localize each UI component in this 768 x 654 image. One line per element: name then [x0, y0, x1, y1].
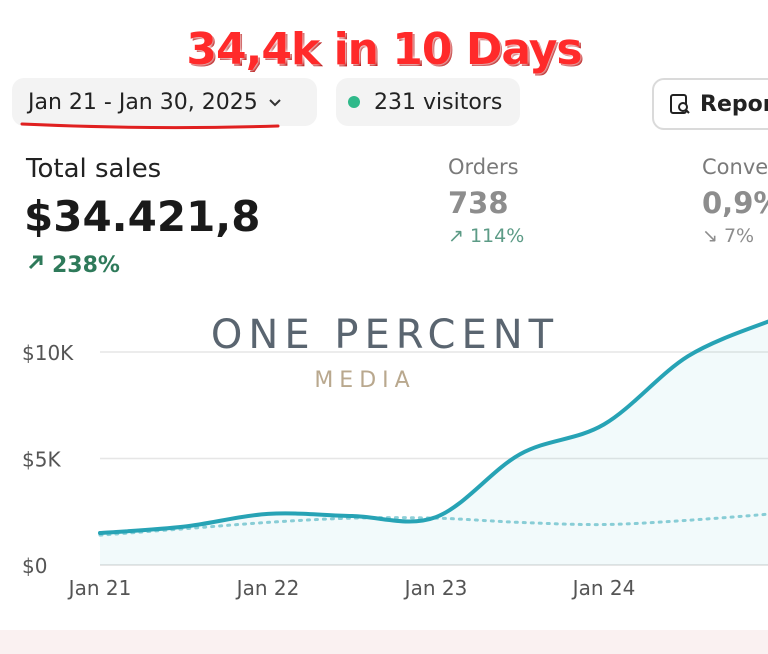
arrow-down-right-icon: ↘ — [702, 225, 718, 247]
arrow-up-right-icon — [26, 252, 46, 278]
y-tick-label: $5K — [22, 447, 61, 471]
conversion-change-value: 7% — [723, 225, 755, 247]
report-label: Report — [700, 91, 768, 117]
date-range-label: Jan 21 - Jan 30, 2025 — [28, 89, 258, 115]
sales-line-chart: $0 $5K $10K Jan 21 Jan 22 Jan 23 Jan 24 — [22, 319, 768, 600]
total-sales-value: $34.421,8 — [24, 192, 261, 241]
headline-overlay: 34,4k in 10 Days — [186, 24, 582, 75]
x-tick-label: Jan 22 — [235, 576, 300, 600]
y-tick-label: $10K — [22, 341, 74, 365]
live-status-dot — [348, 96, 360, 108]
x-tick-label: Jan 21 — [67, 576, 132, 600]
report-icon — [670, 94, 690, 114]
series-line-current — [98, 319, 768, 536]
x-tick-label: Jan 24 — [571, 576, 636, 600]
y-tick-label: $0 — [22, 554, 47, 578]
x-tick-label: Jan 23 — [403, 576, 468, 600]
conversion-label: Conve — [702, 155, 768, 179]
series-area-current — [100, 321, 768, 565]
chevron-down-icon — [268, 92, 282, 113]
orders-change-value: 114% — [469, 225, 525, 247]
total-sales-change: 238% — [26, 252, 120, 278]
visitors-indicator[interactable]: 231 visitors — [336, 78, 520, 126]
orders-label: Orders — [448, 155, 519, 179]
visitors-label: 231 visitors — [374, 89, 503, 115]
orders-value: 738 — [448, 186, 509, 220]
total-sales-label: Total sales — [26, 154, 162, 184]
bottom-strip — [0, 630, 768, 654]
date-range-selector[interactable]: Jan 21 - Jan 30, 2025 — [12, 78, 317, 126]
orders-change: ↗ 114% — [448, 225, 524, 247]
total-sales-change-value: 238% — [52, 252, 120, 278]
conversion-value: 0,9% — [702, 186, 768, 220]
red-underline-annotation — [20, 122, 280, 130]
arrow-up-right-icon: ↗ — [448, 225, 464, 247]
watermark-brand: ONE PERCENT — [210, 312, 560, 358]
report-button[interactable]: Report — [652, 78, 768, 130]
watermark-subbrand: MEDIA — [314, 368, 416, 393]
conversion-change: ↘ 7% — [702, 225, 754, 247]
